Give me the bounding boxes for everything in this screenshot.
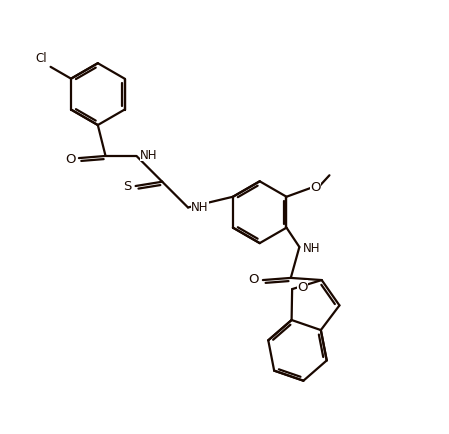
Text: O: O xyxy=(297,281,308,294)
Text: NH: NH xyxy=(191,201,209,214)
Text: NH: NH xyxy=(140,148,157,161)
Text: O: O xyxy=(65,152,75,165)
Text: Cl: Cl xyxy=(35,52,47,65)
Text: O: O xyxy=(310,181,321,194)
Text: O: O xyxy=(248,273,259,286)
Text: S: S xyxy=(123,179,131,192)
Text: NH: NH xyxy=(303,242,320,255)
